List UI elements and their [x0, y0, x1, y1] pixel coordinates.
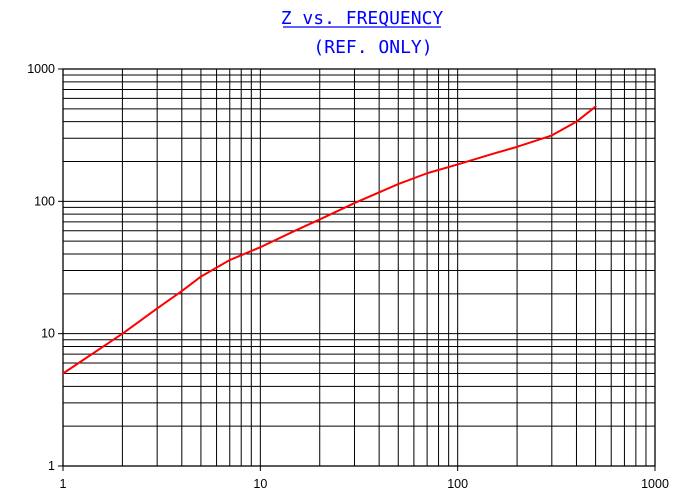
x-tick-label: 1: [60, 477, 67, 491]
chart-subtitle: (REF. ONLY): [313, 37, 432, 58]
y-tick-label: 100: [34, 194, 55, 208]
y-tick-label: 1: [48, 459, 55, 473]
x-tick-label: 100: [447, 477, 468, 491]
y-tick-label: 10: [41, 327, 55, 341]
chart-title: Z vs. FREQUENCY: [281, 8, 444, 29]
y-tick-label: 1000: [27, 62, 55, 76]
grid: [63, 69, 655, 466]
x-tick-label: 1000: [641, 477, 669, 491]
x-tick-label: 10: [253, 477, 267, 491]
plot-border: [63, 69, 655, 466]
